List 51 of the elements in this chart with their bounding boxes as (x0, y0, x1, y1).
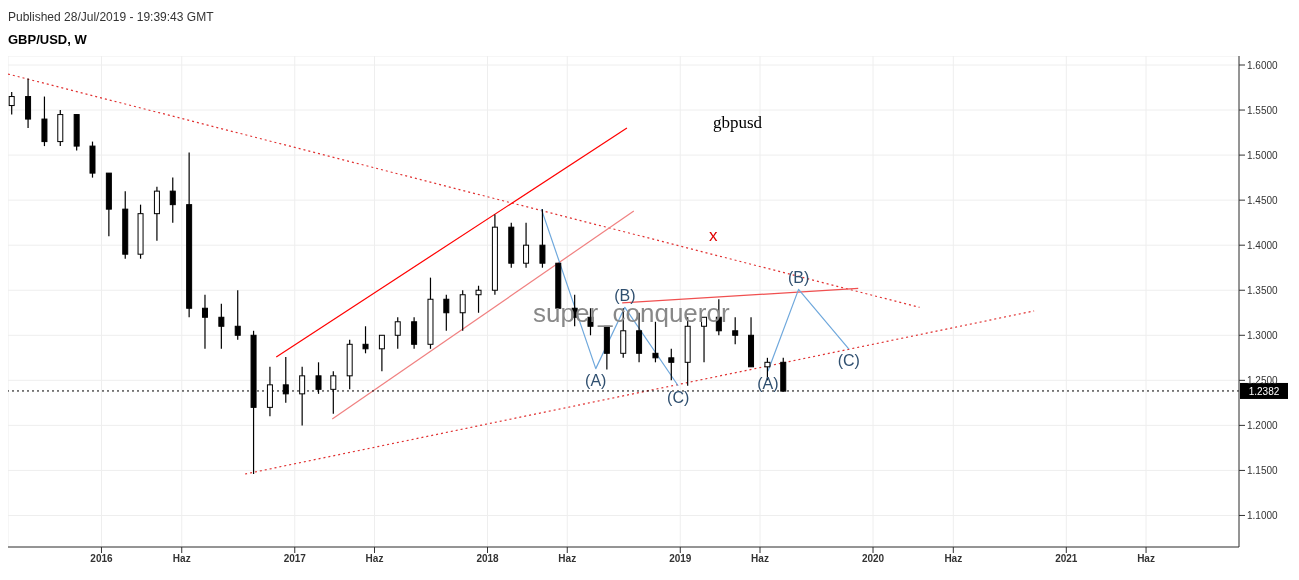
annotation: (B) (787, 269, 810, 287)
annotation: gbpusd (713, 113, 763, 133)
x-tick-label: Haz (172, 553, 191, 565)
x-tick-label: Haz (751, 553, 769, 565)
y-tick-label: 1.1000 (1247, 510, 1279, 522)
annotation: (A) (585, 371, 607, 389)
candlestick (201, 294, 208, 350)
x-tick-label: Haz (944, 553, 963, 565)
candlestick (378, 334, 385, 372)
candlestick (153, 186, 160, 242)
chart-subtitle: Published 28/Jul/2019 - 19:39:43 GMT (8, 9, 215, 24)
candlestick (41, 95, 48, 147)
candlestick (8, 91, 15, 116)
y-tick-label: 1.3500 (1247, 284, 1279, 296)
candlestick (475, 285, 482, 314)
annotation: (A) (757, 374, 779, 392)
x-tick-label: Haz (558, 553, 577, 565)
annotation: (C) (837, 352, 860, 370)
candlestick (668, 348, 675, 381)
candlestick (523, 222, 530, 269)
x-tick-label: 2020 (861, 553, 885, 565)
x-tick-label: 2017 (283, 553, 307, 565)
chart-title: GBP/USD, W (8, 32, 88, 47)
x-tick-label: 2018 (476, 553, 500, 565)
candlestick (394, 316, 401, 350)
x-tick-label: Haz (1137, 553, 1155, 565)
x-tick-label: 2016 (90, 553, 114, 565)
candlestick (169, 177, 176, 224)
candlestick (732, 316, 739, 345)
x-tick-label: 2021 (1055, 553, 1078, 565)
y-tick-label: 1.4000 (1247, 239, 1279, 251)
y-tick-label: 1.2000 (1247, 419, 1279, 431)
annotation: (C) (667, 389, 690, 407)
y-tick-label: 1.3000 (1247, 329, 1279, 341)
ref-line-label: 1.2382 (1248, 385, 1280, 397)
candlestick (459, 289, 466, 332)
candlestick (411, 316, 418, 350)
candlestick (539, 208, 546, 269)
x-tick-label: 2019 (669, 553, 692, 565)
candlestick (362, 325, 369, 354)
y-tick-label: 1.5000 (1247, 149, 1279, 161)
candlestick (25, 77, 32, 129)
candlestick (234, 289, 241, 341)
y-tick-label: 1.1500 (1247, 464, 1279, 476)
y-tick-label: 1.4500 (1247, 194, 1279, 206)
candlestick (443, 294, 450, 332)
y-tick-label: 1.5500 (1247, 104, 1279, 116)
candlestick (218, 303, 225, 350)
annotation: x (709, 226, 718, 246)
x-tick-label: Haz (365, 553, 384, 565)
y-tick-label: 1.6000 (1247, 59, 1279, 71)
